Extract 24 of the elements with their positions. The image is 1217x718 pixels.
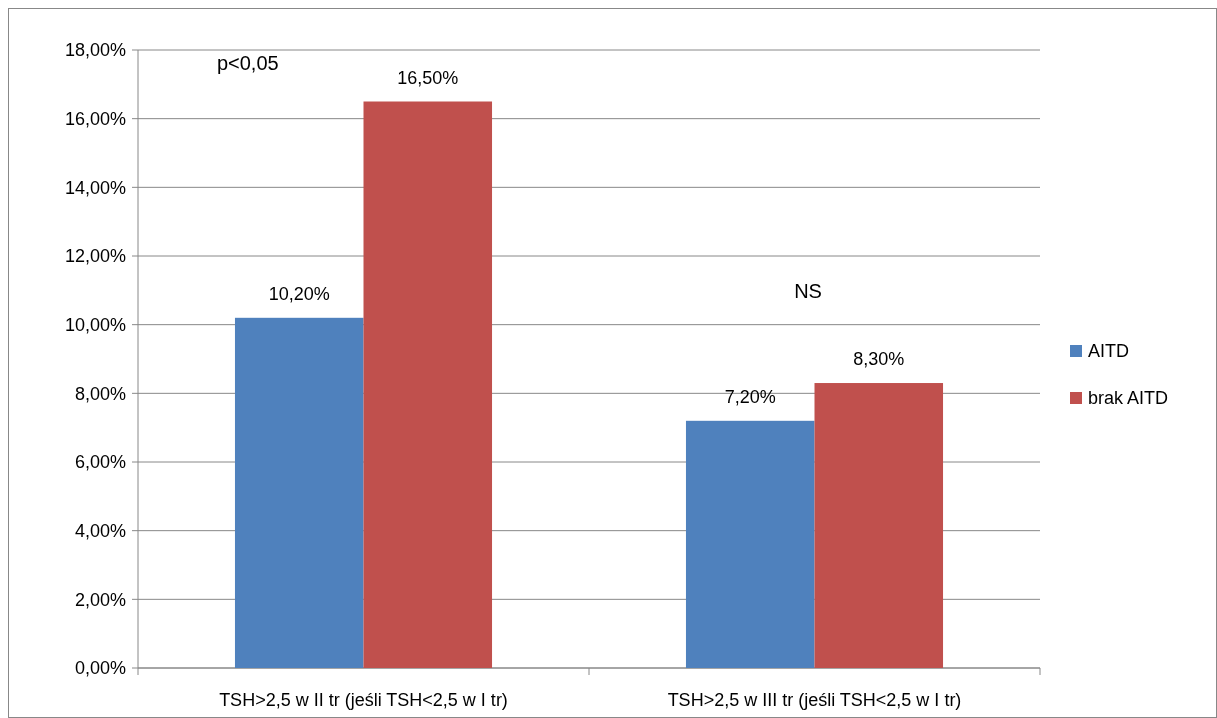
y-tick-label: 2,00% <box>74 589 126 610</box>
y-tick-label: 12,00% <box>64 246 126 267</box>
annotation: NS <box>794 280 822 303</box>
data-label: 10,20% <box>268 283 330 304</box>
y-tick-label: 4,00% <box>74 520 126 541</box>
bar <box>234 317 364 668</box>
y-tick-label: 8,00% <box>74 383 126 404</box>
data-label: 16,50% <box>397 67 459 88</box>
data-label: 8,30% <box>853 349 905 370</box>
data-label: 7,20% <box>724 386 776 407</box>
legend-label: brak AITD <box>1088 388 1169 409</box>
bar <box>363 101 493 668</box>
bar <box>814 383 944 668</box>
y-tick-label: 18,00% <box>64 40 126 61</box>
y-tick-label: 14,00% <box>64 177 126 198</box>
y-tick-label: 6,00% <box>74 452 126 473</box>
annotation: p<0,05 <box>216 52 279 74</box>
x-tick-label: TSH>2,5 w II tr (jeśli TSH<2,5 w I tr) <box>219 690 508 710</box>
bar <box>685 420 815 668</box>
y-tick-label: 16,00% <box>64 108 126 129</box>
legend-label: AITD <box>1088 341 1130 362</box>
y-tick-label: 0,00% <box>74 658 126 679</box>
x-tick-label: TSH>2,5 w III tr (jeśli TSH<2,5 w I tr) <box>667 690 962 710</box>
y-tick-label: 10,00% <box>64 314 126 335</box>
